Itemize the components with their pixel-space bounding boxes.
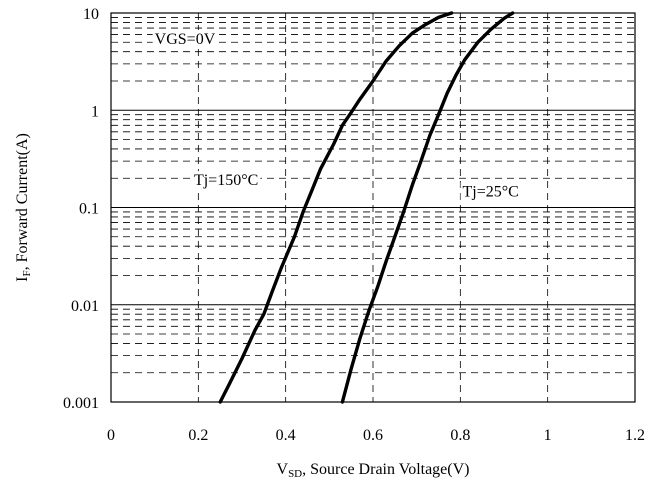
y-axis-title-sub: F bbox=[21, 270, 33, 276]
x-axis-title-sub: SD bbox=[288, 468, 302, 480]
y-tick-label: 1 bbox=[91, 103, 99, 120]
y-axis-title-rest: , Forward Current(A) bbox=[14, 133, 31, 270]
x-axis-title-rest: , Source Drain Voltage(V) bbox=[302, 461, 469, 478]
x-tick-label: 0.6 bbox=[363, 427, 383, 444]
tick-labels: 0 0.2 0.4 0.6 0.8 1 1.2 0.001 0.01 0.1 1 10 bbox=[63, 6, 645, 444]
x-tick-label: 1 bbox=[544, 427, 552, 444]
annotation-background bbox=[191, 171, 261, 191]
x-tick-label: 0.2 bbox=[188, 427, 208, 444]
y-tick-label: 10 bbox=[83, 6, 99, 23]
y-tick-label: 0.1 bbox=[79, 201, 99, 218]
y-tick-label: 0.01 bbox=[71, 298, 99, 315]
x-tick-label: 0.4 bbox=[276, 427, 296, 444]
annotation-background bbox=[460, 182, 521, 202]
annotation-label: Tj=25°C bbox=[463, 183, 519, 200]
series-line bbox=[340, 11, 515, 404]
plot-frame bbox=[110, 12, 636, 403]
y-axis-title-main: I bbox=[14, 277, 31, 282]
annotation-background bbox=[152, 29, 218, 49]
y-tick-label: 0.001 bbox=[63, 395, 99, 412]
x-tick-label: 0 bbox=[107, 427, 115, 444]
x-tick-label: 0.8 bbox=[450, 427, 470, 444]
series-line bbox=[218, 11, 454, 404]
annotations: VGS=0V Tj=150°C Tj=25°C bbox=[152, 29, 521, 202]
annotation-label: VGS=0V bbox=[155, 31, 216, 48]
grid bbox=[111, 13, 635, 402]
x-axis-title: VSD, Source Drain Voltage(V) bbox=[277, 461, 470, 480]
series-layer bbox=[218, 11, 515, 404]
y-axis-title: IF, Forward Current(A) bbox=[14, 133, 33, 282]
x-axis-title-main: V bbox=[277, 461, 289, 478]
x-tick-label: 1.2 bbox=[625, 427, 645, 444]
annotation-label: Tj=150°C bbox=[194, 172, 258, 189]
